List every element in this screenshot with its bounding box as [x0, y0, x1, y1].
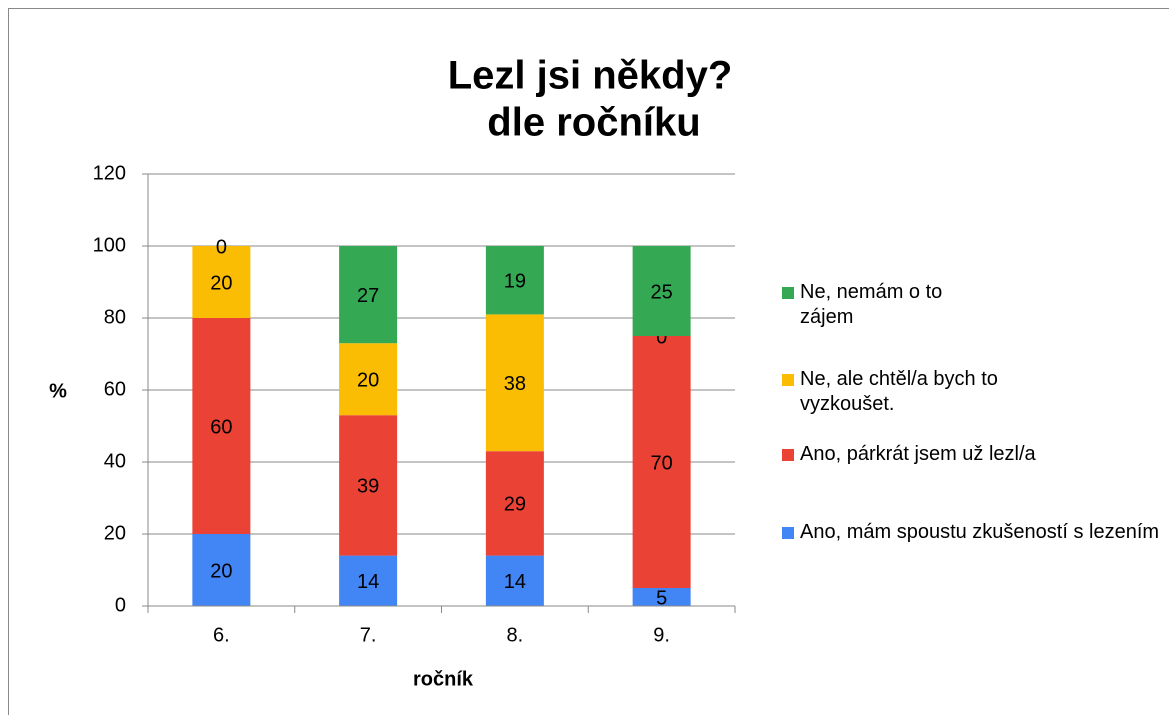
legend-label: Ano, párkrát jsem už lezl/a: [800, 443, 1036, 465]
data-label: 60: [210, 416, 232, 438]
legend-item: Ano, párkrát jsem už lezl/a: [782, 442, 1162, 467]
y-tick-label: 60: [104, 378, 126, 400]
data-label: 0: [656, 326, 667, 348]
bar-segment: [485, 451, 544, 556]
x-tick-label: 8.: [507, 624, 524, 646]
data-label: 20: [210, 560, 232, 582]
x-tick-label: 7.: [360, 624, 377, 646]
bar-segment: [339, 246, 398, 344]
bar-segment: [192, 318, 251, 534]
legend-swatch: [782, 374, 794, 386]
legend-swatch: [782, 449, 794, 461]
bar-segment: [485, 555, 544, 606]
bar-segment: [632, 336, 691, 588]
legend-item: Ne, nemám o to zájem: [782, 280, 1162, 330]
data-label: 38: [504, 373, 526, 395]
data-label: 27: [357, 285, 379, 307]
bar-segment: [192, 534, 251, 606]
data-label: 19: [504, 270, 526, 292]
x-tick-label: 9.: [653, 624, 670, 646]
y-tick-label: 20: [104, 522, 126, 544]
legend-label: Ne, ale chtěl/a bych to vyzkoušet.: [800, 368, 998, 415]
bar-segment: [192, 246, 251, 318]
data-label: 70: [651, 452, 673, 474]
bar-segment: [485, 246, 544, 315]
legend-item: Ne, ale chtěl/a bych to vyzkoušet.: [782, 367, 1162, 417]
data-label: 5: [656, 587, 667, 609]
data-label: 20: [357, 369, 379, 391]
bar-segment: [339, 415, 398, 556]
data-label: 25: [651, 281, 673, 303]
legend-label: Ano, mám spoustu zkušeností s lezením: [800, 521, 1160, 543]
y-tick-label: 0: [115, 594, 126, 616]
bar-segment: [339, 343, 398, 416]
legend-swatch: [782, 527, 794, 539]
legend-item: Ano, mám spoustu zkušeností s lezením: [782, 520, 1162, 545]
y-tick-label: 80: [104, 306, 126, 328]
data-label: 0: [216, 236, 227, 258]
y-axis-label: %: [49, 380, 67, 402]
y-tick-label: 120: [93, 162, 126, 184]
bar-segment: [485, 314, 544, 452]
chart-title: Lezl jsi někdy?: [448, 54, 733, 98]
legend-label: Ne, nemám o to zájem: [800, 281, 943, 328]
legend-swatch: [782, 287, 794, 299]
y-tick-label: 40: [104, 450, 126, 472]
bar-segment: [632, 588, 691, 606]
x-axis-label: ročník: [413, 668, 474, 690]
data-label: 39: [357, 476, 379, 498]
data-label: 20: [210, 272, 232, 294]
data-label: 14: [357, 571, 379, 593]
x-tick-label: 6.: [213, 624, 230, 646]
data-label: 29: [504, 494, 526, 516]
bar-segment: [632, 246, 691, 336]
chart-title: dle ročníku: [487, 101, 700, 145]
bar-segment: [339, 555, 398, 606]
y-tick-label: 100: [93, 234, 126, 256]
data-label: 14: [504, 571, 526, 593]
